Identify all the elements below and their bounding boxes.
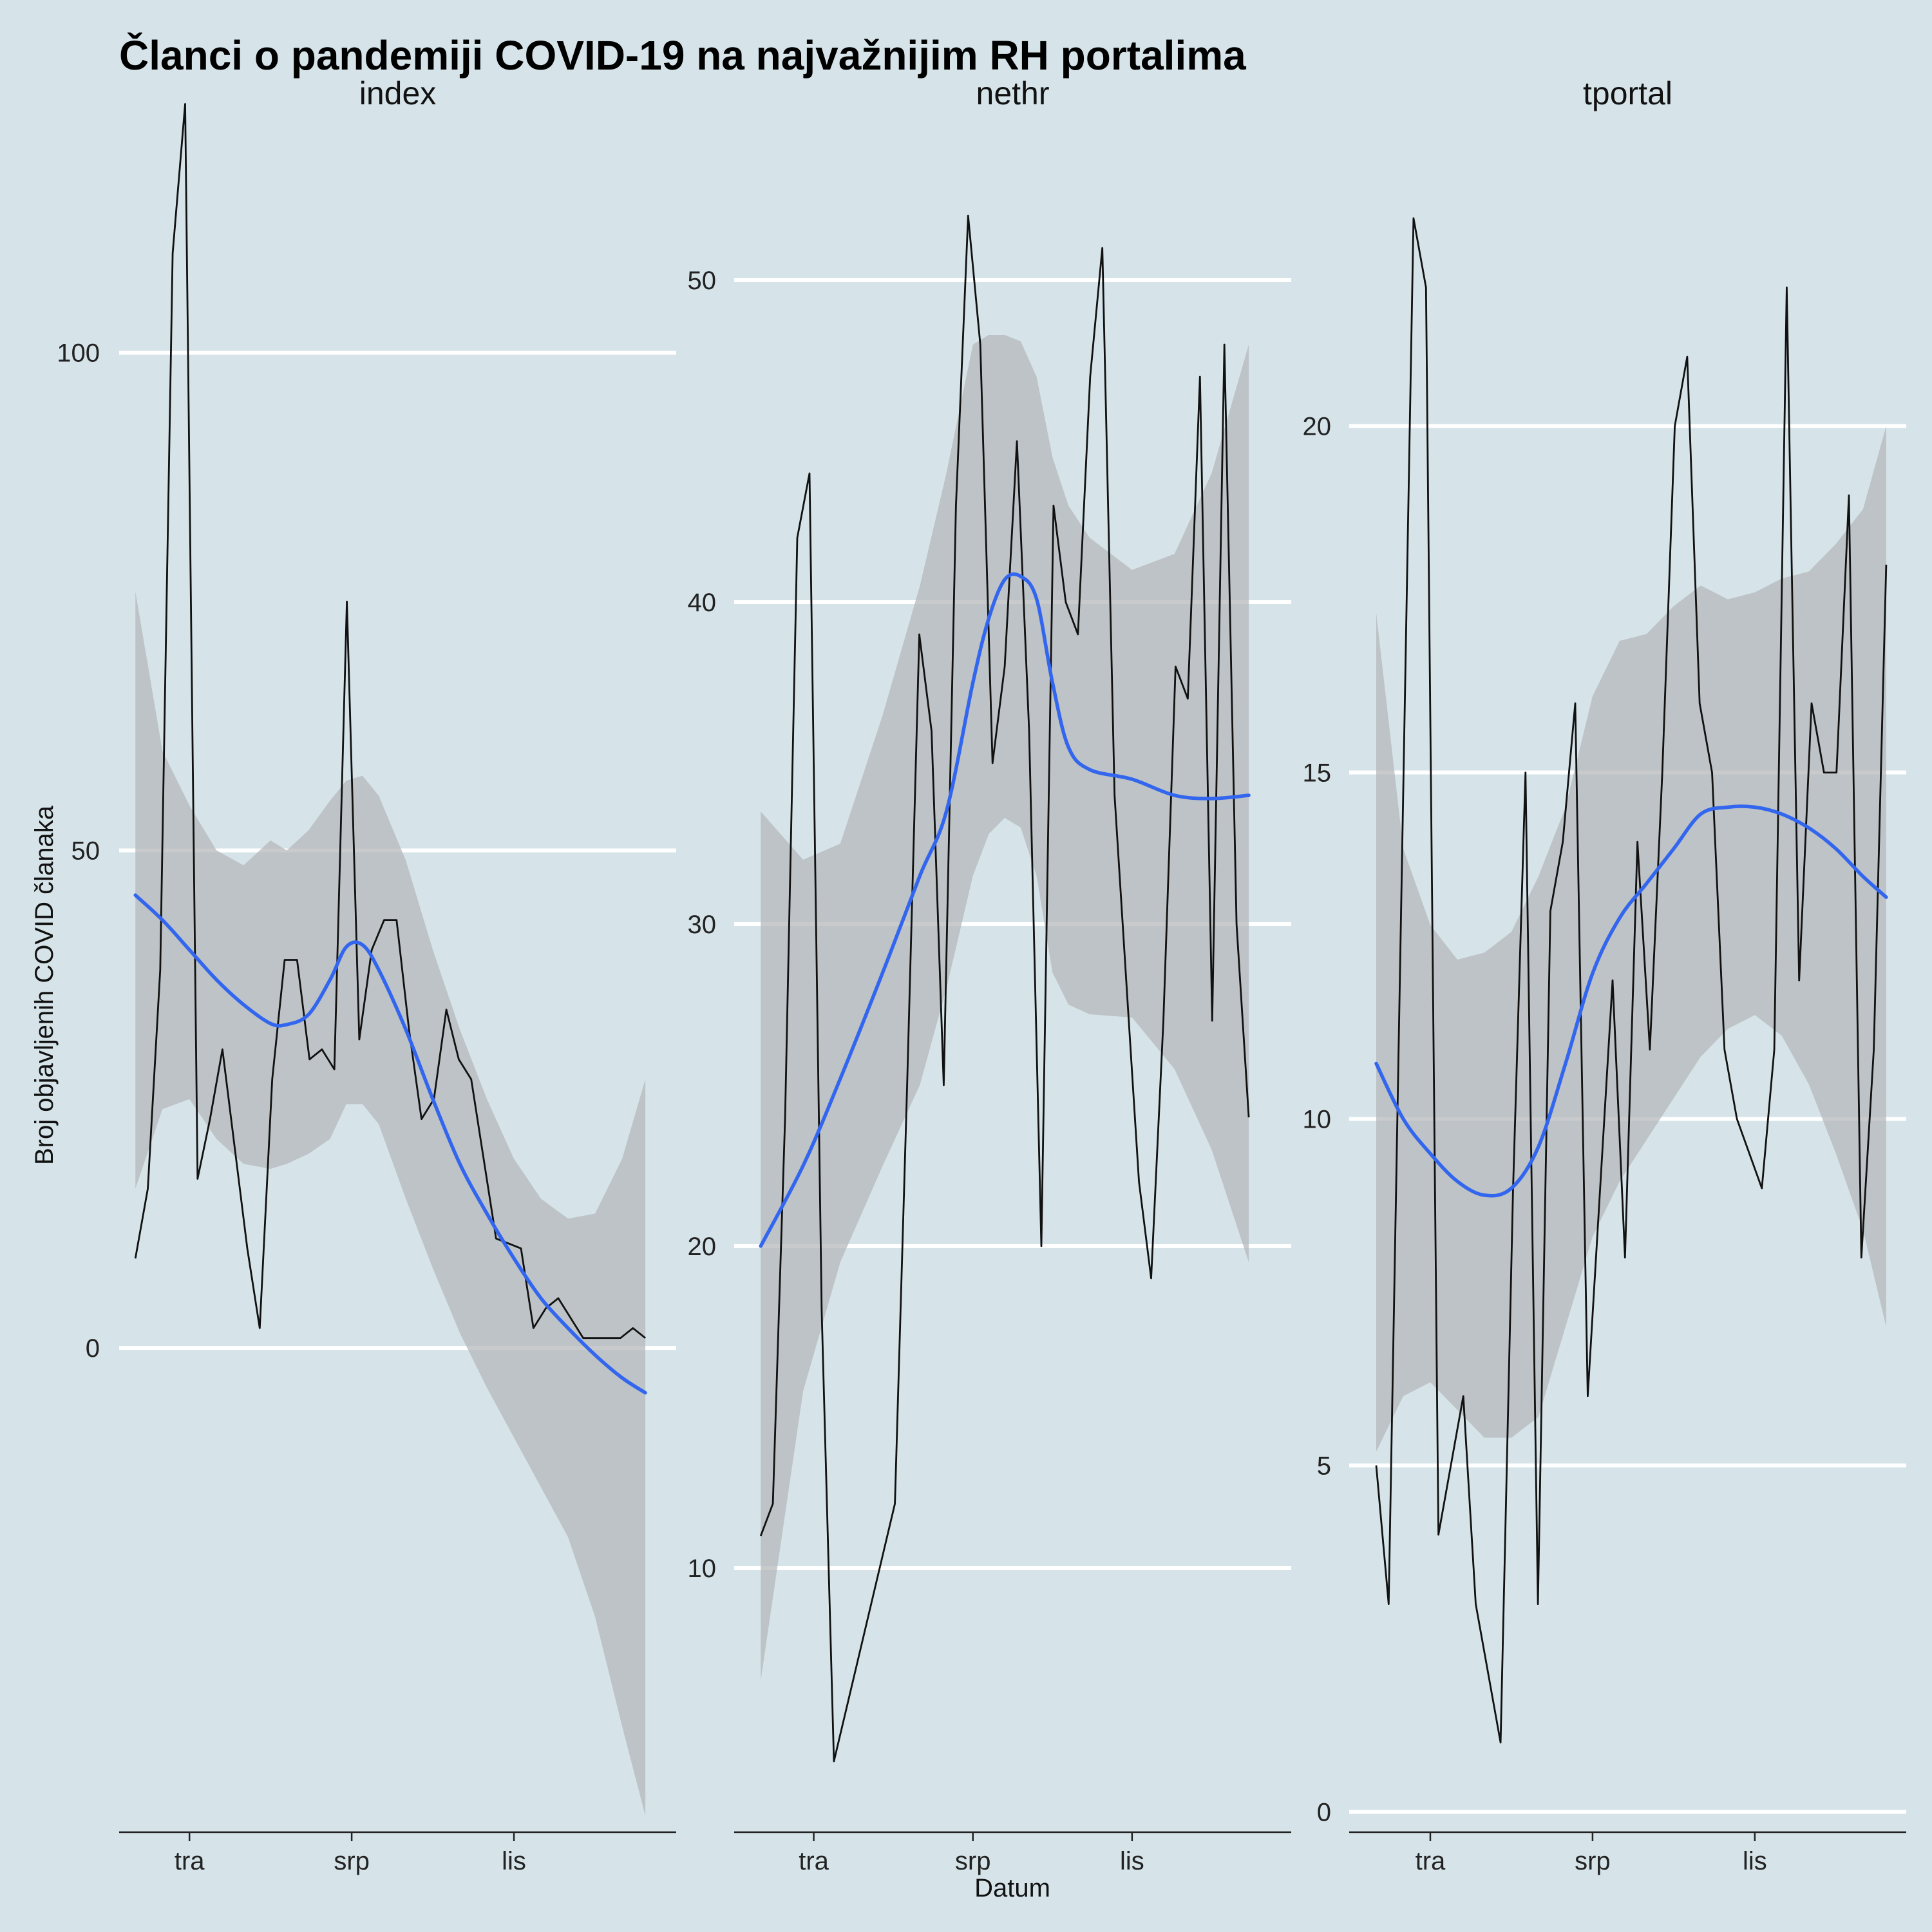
smooth-trend-line-tportal bbox=[1374, 804, 1888, 1198]
panel-title-tportal: tportal bbox=[1583, 75, 1672, 111]
x-tick-label-tportal-tra: tra bbox=[1416, 1847, 1446, 1875]
x-tick-label-tportal-srp: srp bbox=[1575, 1847, 1611, 1875]
y-tick-label-nethr-40: 40 bbox=[688, 589, 717, 617]
x-tick-label-index-lis: lis bbox=[502, 1847, 526, 1875]
panel-nethr: nethr 10 20 30 40 50 tra srp lis bbox=[688, 75, 1291, 1875]
x-tick-label-nethr-srp: srp bbox=[955, 1847, 991, 1875]
confidence-band-tportal bbox=[1376, 426, 1886, 1452]
panel-index: index 0 50 100 tra srp lis bbox=[57, 75, 676, 1875]
smooth-trend-line-nethr bbox=[759, 572, 1251, 1248]
panel-title-index: index bbox=[359, 75, 437, 111]
x-tick-label-index-tra: tra bbox=[175, 1847, 205, 1875]
x-tick-label-nethr-tra: tra bbox=[799, 1847, 829, 1875]
y-tick-label-tportal-20: 20 bbox=[1303, 413, 1332, 441]
confidence-band-nethr bbox=[761, 335, 1249, 1681]
y-tick-label-index-50: 50 bbox=[71, 837, 100, 865]
panel-title-nethr: nethr bbox=[976, 75, 1050, 111]
panel-tportal: tportal 0 5 10 15 20 tra srp lis bbox=[1303, 75, 1906, 1875]
y-axis-title: Broj objavljenih COVID članaka bbox=[30, 805, 59, 1165]
y-tick-label-index-0: 0 bbox=[86, 1334, 100, 1363]
x-tick-label-nethr-lis: lis bbox=[1120, 1847, 1144, 1875]
raw-series-line-index bbox=[134, 102, 646, 1340]
x-tick-label-index-srp: srp bbox=[334, 1847, 370, 1875]
raw-series-line-tportal bbox=[1375, 217, 1888, 1744]
y-tick-label-nethr-50: 50 bbox=[688, 267, 717, 295]
y-tick-label-nethr-20: 20 bbox=[688, 1233, 717, 1261]
y-tick-label-tportal-0: 0 bbox=[1317, 1798, 1331, 1826]
confidence-band-index bbox=[135, 591, 646, 1816]
y-tick-label-nethr-10: 10 bbox=[688, 1555, 717, 1583]
x-axis-title: Datum bbox=[974, 1874, 1050, 1902]
y-tick-label-nethr-30: 30 bbox=[688, 911, 717, 939]
chart-title: Članci o pandemiji COVID-19 na najvažnij… bbox=[119, 32, 1246, 79]
y-tick-label-index-100: 100 bbox=[57, 339, 100, 368]
x-tick-label-tportal-lis: lis bbox=[1743, 1847, 1767, 1875]
y-tick-label-tportal-5: 5 bbox=[1317, 1452, 1331, 1481]
smooth-trend-line-index bbox=[133, 893, 647, 1395]
y-tick-label-tportal-15: 15 bbox=[1303, 759, 1332, 788]
y-tick-label-tportal-10: 10 bbox=[1303, 1106, 1332, 1134]
raw-series-line-nethr bbox=[759, 214, 1250, 1763]
